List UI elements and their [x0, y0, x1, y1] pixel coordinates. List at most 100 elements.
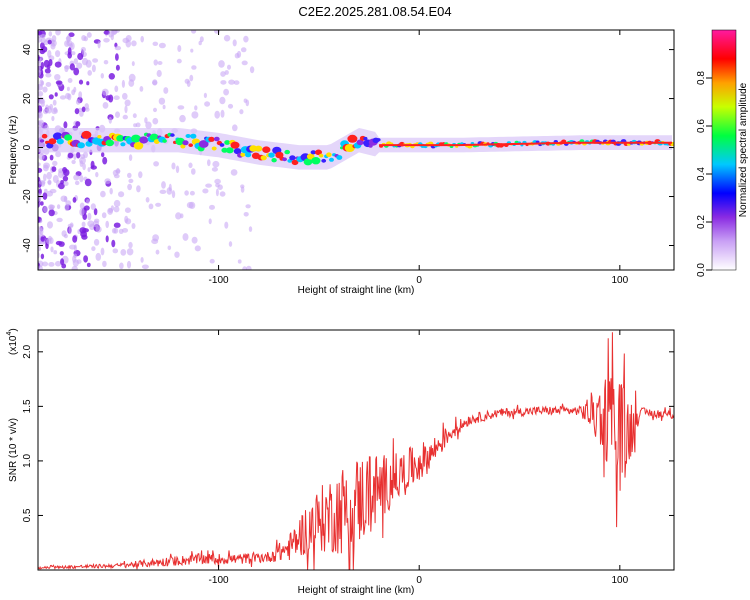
noise-speckle — [51, 166, 57, 172]
noise-speckle — [54, 74, 61, 81]
colorbar-tick-label: 0.6 — [696, 119, 707, 133]
noise-speckle — [53, 107, 58, 113]
noise-speckle — [182, 233, 189, 241]
noise-speckle — [38, 195, 41, 202]
noise-speckle — [50, 42, 56, 50]
noise-speckle — [228, 79, 236, 85]
noise-speckle — [209, 258, 215, 264]
noise-speckle — [215, 183, 220, 188]
x-tick-label: 100 — [611, 275, 628, 286]
noise-speckle — [228, 241, 233, 247]
noise-speckle — [101, 212, 107, 219]
ridge-blob — [306, 153, 315, 160]
noise-speckle — [223, 34, 231, 42]
noise-speckle — [38, 265, 43, 270]
noise-speckle — [159, 189, 167, 194]
noise-speckle — [47, 39, 52, 45]
noise-speckle — [240, 47, 247, 53]
noise-speckle — [71, 51, 76, 56]
noise-speckle — [111, 228, 117, 234]
noise-speckle — [75, 99, 81, 105]
noise-speckle — [87, 220, 95, 227]
noise-speckle — [223, 88, 230, 96]
colorbar-tick-label: 0.2 — [696, 215, 707, 229]
noise-speckle — [207, 159, 211, 167]
ridge-blob — [245, 152, 252, 158]
noise-speckle — [124, 99, 131, 107]
noise-speckle — [208, 218, 212, 225]
noise-speckle — [152, 41, 159, 46]
colorbar-gradient — [712, 30, 736, 270]
y-tick-label: 0 — [22, 144, 33, 150]
noise-speckle — [243, 98, 248, 103]
ridge-blob — [326, 152, 332, 157]
colorbar-ticks: 0.0 0.2 0.4 0.6 0.8 — [696, 71, 712, 277]
noise-speckle — [236, 50, 242, 58]
noise-speckle — [59, 95, 67, 100]
noise-speckle — [73, 253, 77, 258]
noise-speckle — [59, 251, 64, 256]
noise-speckle — [56, 217, 63, 223]
noise-speckle — [218, 60, 225, 68]
noise-speckle — [194, 105, 198, 111]
y-tick-label: 2.0 — [22, 344, 33, 358]
noise-speckle — [174, 251, 180, 258]
spectrogram-axes: -100 0 100 -40 -20 0 20 40 — [22, 30, 674, 286]
noise-speckle — [194, 245, 201, 252]
noise-speckle — [63, 121, 68, 129]
noise-speckle — [44, 68, 51, 74]
noise-speckle — [83, 255, 88, 263]
noise-speckle — [152, 234, 160, 242]
spectrogram-x-label: Height of straight line (km) — [298, 285, 415, 296]
noise-speckle — [63, 181, 69, 187]
noise-speckle — [90, 203, 96, 211]
noise-speckle — [104, 178, 111, 185]
ridge-blob — [356, 139, 364, 146]
noise-speckle — [191, 65, 197, 70]
ridge-blob — [254, 145, 263, 152]
ridge-blob — [336, 155, 343, 160]
ridge-blob — [81, 130, 92, 139]
colorbar-tick-label: 0.8 — [696, 71, 707, 85]
noise-speckle — [126, 260, 132, 269]
noise-speckle — [220, 71, 226, 77]
noise-speckle — [38, 188, 42, 195]
noise-speckle — [90, 160, 95, 169]
noise-speckle — [115, 111, 120, 118]
ridge-blob — [284, 149, 291, 155]
noise-speckle — [205, 183, 213, 188]
noise-speckle — [175, 165, 180, 174]
noise-speckle — [214, 178, 221, 185]
noise-speckle — [118, 191, 125, 198]
noise-speckle — [227, 64, 231, 70]
ridge-blob — [208, 136, 215, 142]
noise-speckle — [113, 222, 121, 228]
noise-speckle — [79, 208, 85, 216]
ridge-blob — [291, 159, 299, 166]
snr-panel: -100 0 100 0.5 1.0 1.5 2.0 Height of straight … — [6, 328, 675, 596]
noise-speckle — [171, 190, 176, 199]
noise-speckle — [47, 221, 53, 229]
noise-speckle — [204, 101, 211, 107]
noise-speckle — [40, 34, 46, 39]
noise-speckle — [113, 95, 120, 100]
noise-speckle — [54, 92, 58, 97]
noise-speckle — [140, 257, 144, 263]
noise-speckle — [242, 266, 247, 270]
noise-speckle — [86, 262, 91, 268]
noise-speckle — [115, 64, 120, 71]
noise-speckle — [38, 167, 43, 173]
noise-speckle — [73, 153, 77, 161]
noise-speckle — [127, 172, 132, 178]
snr-axes: -100 0 100 0.5 1.0 1.5 2.0 — [22, 330, 674, 586]
noise-speckle — [131, 40, 137, 47]
noise-speckle — [69, 63, 75, 71]
noise-speckle — [67, 47, 72, 55]
noise-speckle — [101, 88, 109, 96]
noise-speckle — [157, 61, 163, 65]
noise-speckle — [224, 70, 229, 75]
spectrogram-heatmap — [38, 30, 674, 270]
noise-speckle — [91, 64, 96, 73]
noise-speckle — [161, 181, 166, 189]
noise-speckle — [124, 105, 128, 114]
